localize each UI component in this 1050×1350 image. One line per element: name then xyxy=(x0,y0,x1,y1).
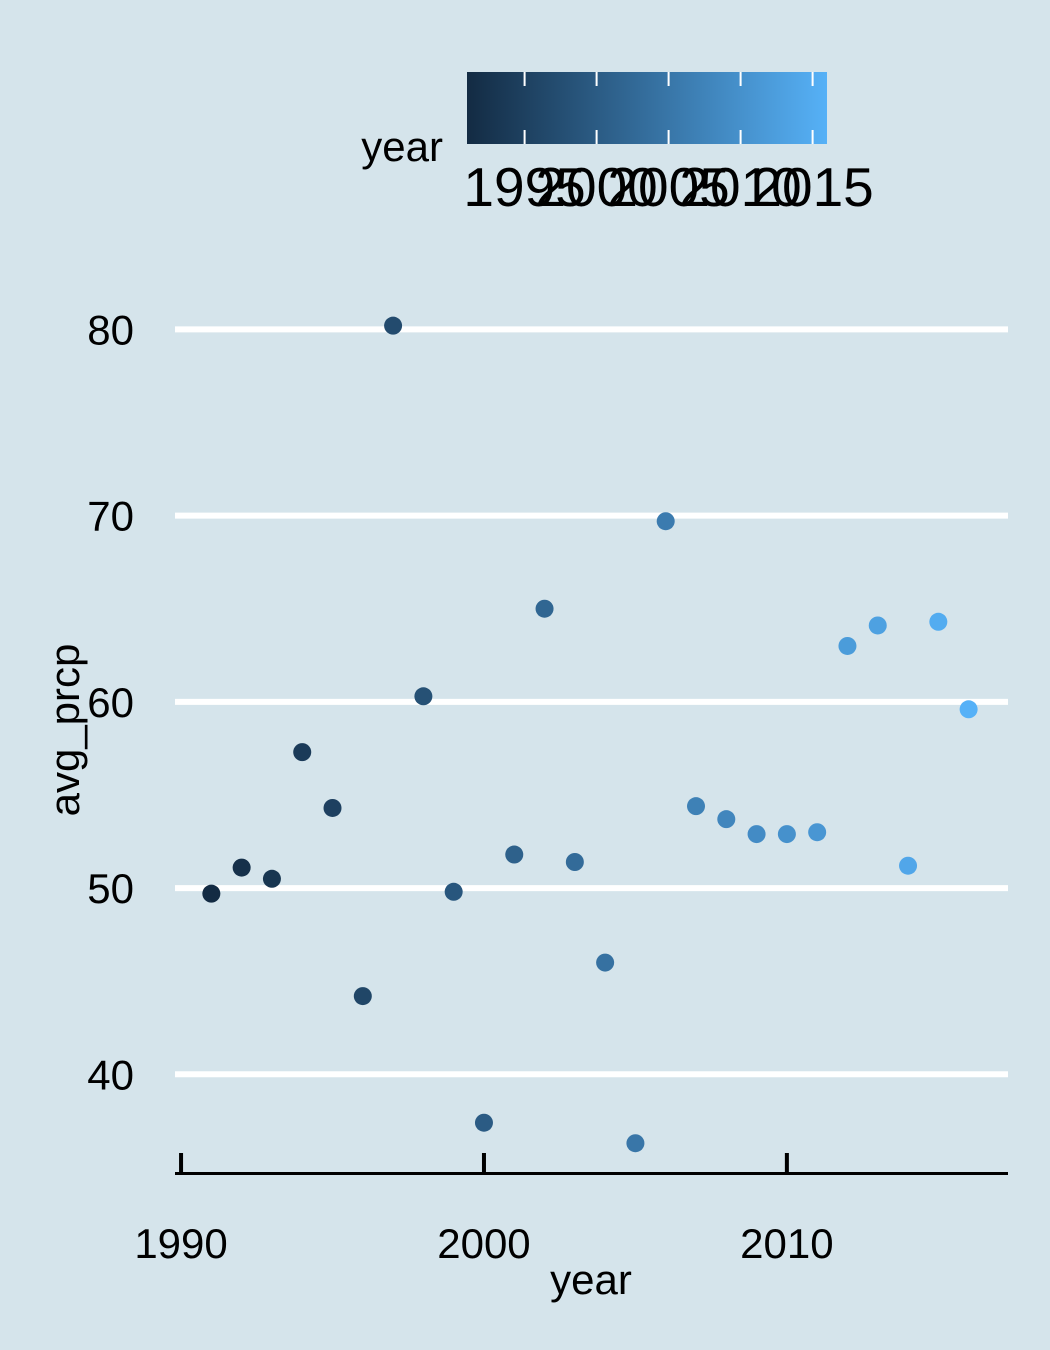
data-point-9 xyxy=(444,882,463,901)
data-point-21 xyxy=(808,823,827,842)
colorbar xyxy=(467,72,827,144)
data-point-5 xyxy=(323,798,342,817)
data-point-10 xyxy=(474,1113,493,1132)
y-tick-label-80: 80 xyxy=(87,306,134,353)
x-axis: 1990 2000 2010 xyxy=(134,1153,1008,1267)
y-tick-label-60: 60 xyxy=(87,679,134,726)
data-point-1 xyxy=(202,884,221,903)
data-point-7 xyxy=(384,316,403,335)
data-point-24 xyxy=(899,856,918,875)
y-axis: 40 50 60 70 80 xyxy=(87,306,134,1098)
data-points xyxy=(202,316,978,1153)
x-tick-label-2010: 2010 xyxy=(740,1220,833,1267)
data-point-18 xyxy=(717,810,736,829)
colorbar-tick-label-2005: 2005 xyxy=(607,156,729,218)
data-point-15 xyxy=(626,1134,645,1153)
y-tick-label-40: 40 xyxy=(87,1051,134,1098)
data-point-20 xyxy=(777,825,796,844)
data-point-16 xyxy=(656,512,675,531)
data-point-25 xyxy=(929,612,948,631)
data-point-12 xyxy=(535,599,554,618)
y-tick-label-50: 50 xyxy=(87,865,134,912)
x-axis-title: year xyxy=(550,1256,632,1303)
colorbar-tick-label-2010: 2010 xyxy=(679,156,801,218)
data-point-4 xyxy=(293,743,312,762)
x-tick-label-1990: 1990 xyxy=(134,1220,227,1267)
grid-lines xyxy=(175,326,1008,1078)
legend-title: year xyxy=(361,123,443,170)
colorbar-tick-label-1995: 1995 xyxy=(463,156,585,218)
colorbar-tick-label-2000: 2000 xyxy=(535,156,657,218)
data-point-22 xyxy=(838,636,857,655)
data-point-23 xyxy=(868,616,887,635)
data-point-6 xyxy=(353,987,372,1006)
data-point-19 xyxy=(747,825,766,844)
colorbar-tick-label-2015: 2015 xyxy=(751,156,873,218)
data-point-2 xyxy=(232,858,251,877)
data-point-8 xyxy=(414,687,433,706)
data-point-26 xyxy=(959,700,978,719)
data-point-13 xyxy=(565,853,584,871)
data-point-3 xyxy=(262,869,281,888)
data-point-11 xyxy=(505,845,524,864)
data-point-17 xyxy=(687,797,706,816)
y-tick-label-70: 70 xyxy=(87,493,134,540)
y-axis-title: avg_prcp xyxy=(41,644,88,817)
x-tick-label-2000: 2000 xyxy=(437,1220,530,1267)
data-point-14 xyxy=(596,953,615,972)
